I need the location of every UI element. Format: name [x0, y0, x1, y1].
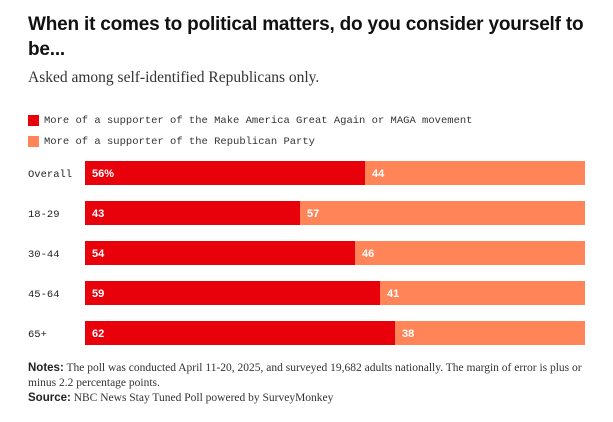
category-label-45-64: 45-64 — [28, 289, 60, 301]
bar-30-44-series-1 — [355, 241, 585, 265]
bar-18-29-series-0 — [85, 201, 300, 225]
source: Source: NBC News Stay Tuned Poll powered… — [28, 392, 333, 404]
data-label-65-series-0: 62 — [92, 328, 104, 340]
notes: Notes: The poll was conducted April 11-2… — [28, 361, 588, 391]
chart-subtitle: Asked among self-identified Republicans … — [28, 69, 320, 86]
data-label-30-44-series-1: 46 — [362, 248, 374, 260]
legend-swatch-maga — [28, 115, 39, 126]
data-label-overall-series-1: 44 — [372, 168, 385, 180]
category-label-18-29: 18-29 — [28, 209, 60, 221]
bar-18-29-series-1 — [300, 201, 585, 225]
chart-title: When it comes to political matters, do y… — [28, 14, 584, 60]
data-label-18-29-series-0: 43 — [92, 208, 104, 220]
bar-45-64-series-1 — [380, 281, 585, 305]
bar-30-44-series-0 — [85, 241, 355, 265]
notes-label: Notes: — [28, 362, 64, 374]
source-label: Source: — [28, 392, 71, 404]
bar-overall-series-0 — [85, 161, 365, 185]
stacked-bar-chart: Overall 56% 44 18-29 43 57 30-44 54 46 45-64 59 41 6… — [28, 161, 585, 345]
bar-overall-series-1 — [365, 161, 585, 185]
data-label-18-29-series-1: 57 — [307, 208, 319, 220]
legend-label-maga: More of a supporter of the Make America … — [44, 114, 473, 127]
category-label-65: 65+ — [28, 329, 47, 341]
legend: More of a supporter of the Make America … — [28, 110, 472, 152]
data-label-overall-series-0: 56% — [92, 168, 114, 180]
notes-text: The poll was conducted April 11-20, 2025… — [28, 362, 582, 389]
legend-item-maga: More of a supporter of the Make America … — [28, 110, 472, 131]
category-label-30-44: 30-44 — [28, 249, 60, 261]
bar-65-series-1 — [395, 321, 585, 345]
category-label-overall: Overall — [28, 169, 72, 181]
legend-label-republican-party: More of a supporter of the Republican Pa… — [44, 135, 315, 148]
data-label-45-64-series-0: 59 — [92, 288, 104, 300]
bar-45-64-series-0 — [85, 281, 380, 305]
bar-65-series-0 — [85, 321, 395, 345]
source-text: NBC News Stay Tuned Poll powered by Surv… — [73, 392, 334, 404]
data-label-45-64-series-1: 41 — [387, 288, 399, 300]
data-label-30-44-series-0: 54 — [92, 248, 105, 260]
data-label-65-series-1: 38 — [402, 328, 414, 340]
legend-item-republican-party: More of a supporter of the Republican Pa… — [28, 131, 472, 152]
legend-swatch-republican-party — [28, 136, 39, 147]
